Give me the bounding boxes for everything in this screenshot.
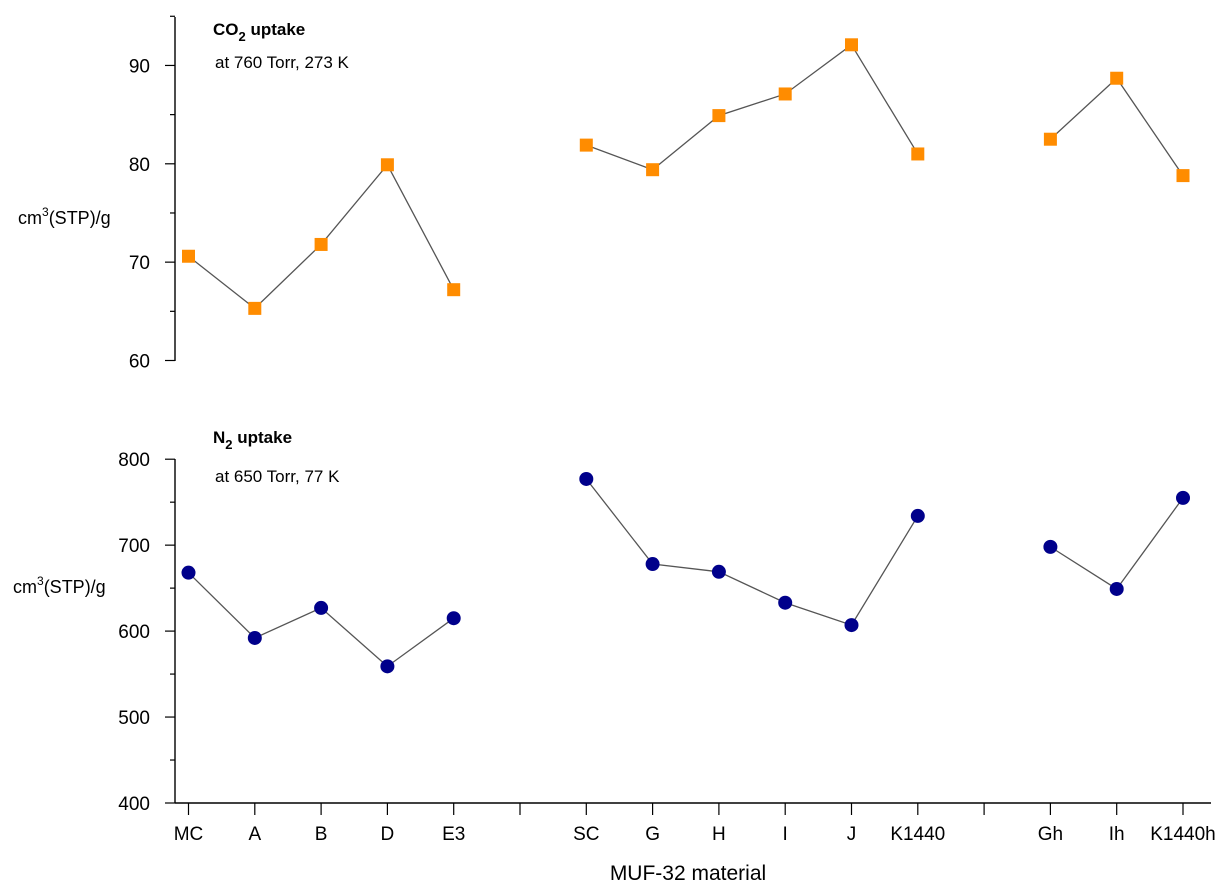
x-tick-label: J: [847, 824, 857, 845]
x-tick-label: K1440h: [1150, 824, 1216, 845]
n2-y-tick-label: 600: [118, 622, 150, 643]
n2-y-ticks: 400 500 600 700 800: [118, 450, 175, 815]
x-tick-label: Ih: [1109, 824, 1125, 845]
x-tick-label: K1440: [890, 824, 945, 845]
co2-point-h: [712, 109, 726, 123]
n2-series-line: [585, 478, 919, 626]
n2-markers: [181, 471, 1190, 674]
co2-point-e3: [447, 283, 461, 297]
n2-ylabel-sup: 3: [37, 574, 44, 588]
x-tick-label: H: [712, 824, 726, 845]
co2-point-sc: [579, 138, 593, 152]
co2-panel-subtitle: at 760 Torr, 273 K: [215, 53, 350, 72]
co2-ylabel-pre: cm: [18, 208, 42, 228]
co2-y-tick-label: 70: [129, 253, 150, 274]
co2-title-subscript: 2: [239, 29, 246, 44]
co2-y-axis-label: cm3(STP)/g: [18, 205, 111, 228]
n2-point-sc: [579, 471, 594, 486]
co2-markers: [182, 38, 1190, 315]
x-tick-label: MC: [174, 824, 204, 845]
n2-ylabel-pre: cm: [13, 577, 37, 597]
n2-connector-lines: [188, 478, 1184, 668]
x-tick-label: A: [248, 824, 261, 845]
co2-point-a: [248, 301, 262, 315]
n2-title-main: N: [213, 428, 225, 447]
co2-point-j: [845, 38, 858, 52]
n2-point-a: [247, 630, 262, 645]
x-tick-label: D: [381, 824, 395, 845]
co2-series-line: [1049, 77, 1184, 176]
co2-point-d: [380, 158, 394, 172]
co2-point-g: [646, 163, 660, 177]
co2-title-rest: uptake: [246, 20, 306, 39]
co2-y-ticks: 60 70 80 90: [129, 15, 175, 373]
n2-ylabel-post: (STP)/g: [44, 577, 106, 597]
n2-point-g: [645, 557, 660, 572]
n2-series-line: [188, 572, 455, 668]
co2-point-i: [778, 87, 792, 101]
x-tick-label: I: [783, 824, 788, 845]
n2-panel-title: N2 uptake: [213, 428, 292, 452]
co2-ylabel-sup: 3: [42, 205, 49, 219]
co2-point-k1440h: [1176, 169, 1190, 183]
co2-series-line: [188, 163, 455, 310]
n2-point-gh: [1043, 539, 1058, 554]
n2-panel-subtitle: at 650 Torr, 77 K: [215, 467, 340, 486]
n2-point-b: [314, 600, 329, 615]
n2-point-k1440: [910, 508, 925, 523]
x-tick-label: Gh: [1038, 824, 1063, 845]
n2-y-tick-label: 400: [118, 794, 150, 815]
n2-y-tick-label: 500: [118, 708, 150, 729]
n2-point-ih: [1109, 581, 1124, 596]
x-tick-label: G: [645, 824, 660, 845]
x-tick-label: E3: [442, 824, 465, 845]
n2-point-j: [844, 618, 859, 633]
co2-point-k1440: [911, 147, 925, 161]
co2-point-b: [314, 237, 328, 251]
n2-title-subscript: 2: [225, 437, 232, 452]
co2-panel: 60 70 80 90 CO2 uptake at 760 Torr, 273 K c…: [18, 15, 1190, 373]
co2-point-ih: [1110, 71, 1124, 85]
co2-panel-title: CO2 uptake: [213, 20, 305, 44]
n2-point-mc: [181, 565, 196, 580]
n2-panel: 400 500 600 700 800 N2 uptake at 650 Torr, 7…: [13, 428, 1211, 815]
co2-y-tick-label: 90: [129, 56, 150, 77]
n2-series-line: [1050, 497, 1184, 590]
n2-point-h: [711, 564, 726, 579]
n2-point-e3: [446, 611, 461, 626]
n2-y-axis-label: cm3(STP)/g: [13, 574, 106, 597]
x-axis-title: MUF-32 material: [610, 862, 766, 885]
co2-point-mc: [182, 249, 195, 263]
co2-title-main: CO: [213, 20, 239, 39]
x-tick-label: B: [315, 824, 328, 845]
co2-y-tick-label: 80: [129, 155, 150, 176]
n2-point-k1440h: [1176, 490, 1190, 505]
n2-y-tick-label: 800: [118, 450, 150, 471]
n2-point-d: [380, 659, 395, 674]
co2-ylabel-post: (STP)/g: [49, 208, 111, 228]
co2-connector-lines: [188, 43, 1184, 310]
co2-y-tick-label: 60: [129, 352, 150, 373]
x-tick-label: SC: [573, 824, 599, 845]
co2-point-gh: [1043, 132, 1057, 146]
co2-series-line: [586, 43, 919, 171]
n2-y-tick-label: 700: [118, 536, 150, 557]
x-axis-ticks: MC A B D E3 SC G H I J K1440 Gh Ih K1440h: [174, 803, 1216, 845]
n2-title-rest: uptake: [233, 428, 293, 447]
n2-point-i: [778, 595, 793, 610]
